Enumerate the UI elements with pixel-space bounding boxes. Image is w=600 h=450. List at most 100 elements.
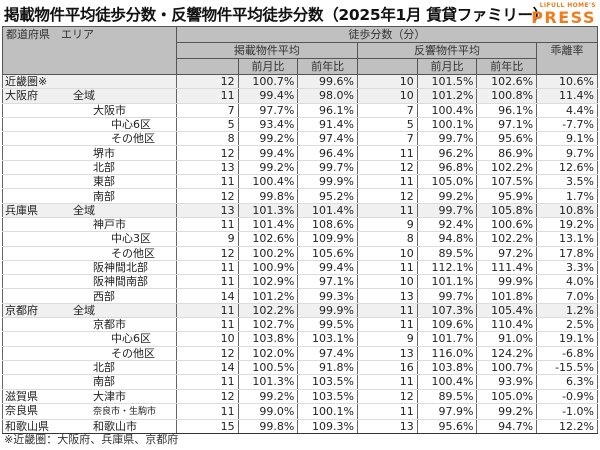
response-mom-cell: 101.5% [416,73,478,90]
header-area: 都道府県 エリア [2,26,177,75]
response-yoy-cell: 102.2% [476,231,538,247]
brand-logo: LIFULL HOME'S PRESS [504,2,596,26]
listing-minutes-cell: 5 [175,117,239,133]
area-cell: 堺市 [2,145,177,161]
listing-yoy-cell: 100.1% [297,402,358,420]
divergence-rate-cell: 12.2% [536,418,598,435]
area-label: 南部 [93,189,115,203]
listing-mom-cell: 99.4% [237,145,299,161]
listing-minutes-cell: 13 [175,202,239,218]
listing-minutes-cell: 11 [175,302,239,319]
prefecture-label: 奈良県 [5,403,38,417]
response-mom-cell: 92.4% [416,217,478,233]
table-row: 阪神間南部 11 102.9% 97.1% 10 101.1% 99.9% 4.0% [2,274,598,290]
prefecture-label: 大阪府 [5,89,38,103]
area-cell: 滋賀県 大津市 [2,388,177,404]
divergence-rate-cell: 10.6% [536,73,598,90]
listing-mom-cell: 102.2% [237,302,299,319]
area-label: 京都市 [93,318,126,332]
response-yoy-cell: 107.5% [476,174,538,190]
response-minutes-cell: 10 [357,88,418,104]
listing-yoy-cell: 103.5% [297,388,358,404]
listing-minutes-cell: 11 [175,174,239,190]
response-minutes-cell: 10 [357,274,418,290]
divergence-rate-cell: 6.3% [536,374,598,390]
response-yoy-cell: 99.2% [476,402,538,420]
table-row: その他区 12 102.0% 97.4% 13 116.0% 124.2% -6.8% [2,346,598,361]
listing-yoy-cell: 91.4% [297,117,358,133]
response-mom-cell: 96.2% [416,145,478,161]
area-cell: 京都府 全域 [2,302,177,319]
listing-mom-cell: 100.2% [237,246,299,261]
listing-yoy-cell: 99.9% [297,174,358,190]
area-cell: 近畿圏※ [2,73,177,90]
response-mom-cell: 107.3% [416,302,478,319]
listing-yoy-cell: 103.1% [297,331,358,347]
response-yoy-cell: 102.6% [476,73,538,90]
listing-mom-cell: 103.8% [237,331,299,347]
listing-minutes-cell: 7 [175,103,239,118]
divergence-rate-cell: 4.4% [536,103,598,118]
divergence-rate-cell: 12.6% [536,160,598,176]
header-divergence: 乖離率 [536,42,598,75]
area-label: 神戸市 [93,218,126,232]
prefecture-label: 和歌山県 [5,419,49,433]
table-row: 阪神間北部 11 100.9% 99.4% 11 112.1% 111.4% 3.3% [2,260,598,276]
response-minutes-cell: 11 [357,174,418,190]
divergence-rate-cell: -6.8% [536,346,598,361]
table-row: 東部 11 100.4% 99.9% 11 105.0% 107.5% 3.5% [2,174,598,190]
table-row: 中心6区 5 93.4% 91.4% 5 100.1% 97.1% -7.7% [2,117,598,133]
table-row: 中心3区 9 102.6% 109.9% 8 94.8% 102.2% 13.1% [2,231,598,247]
area-label: 中心6区 [111,332,151,346]
divergence-rate-cell: 3.3% [536,260,598,276]
response-mom-cell: 109.6% [416,317,478,333]
area-cell: 東部 [2,174,177,190]
area-cell: 中心6区 [2,117,177,133]
listing-minutes-cell: 13 [175,160,239,176]
listing-mom-cell: 100.5% [237,360,299,376]
listing-minutes-cell: 8 [175,131,239,147]
response-yoy-cell: 111.4% [476,260,538,276]
header-listing-yoy: 前年比 [297,58,358,75]
area-cell: 大阪市 [2,103,177,118]
listing-minutes-cell: 11 [175,88,239,104]
response-yoy-cell: 124.2% [476,346,538,361]
response-yoy-cell: 110.4% [476,317,538,333]
table-row: 京都府 全域 11 102.2% 99.9% 11 107.3% 105.4% 1.2% [2,302,598,319]
response-yoy-cell: 91.0% [476,331,538,347]
listing-mom-cell: 102.6% [237,231,299,247]
table-row: 南部 12 99.8% 95.2% 12 99.2% 95.9% 1.7% [2,188,598,204]
area-cell: 神戸市 [2,217,177,233]
listing-minutes-cell: 10 [175,331,239,347]
listing-yoy-cell: 96.1% [297,103,358,118]
response-mom-cell: 96.8% [416,160,478,176]
area-label: 北部 [93,361,115,375]
area-cell: 北部 [2,360,177,376]
listing-yoy-cell: 108.6% [297,217,358,233]
area-label: 和歌山市 [93,419,137,433]
table-row: 奈良県 奈良市・生駒市 11 99.0% 100.1% 11 97.9% 99.2% -1.0% [2,402,598,420]
prefecture-label: 京都府 [5,303,38,317]
listing-mom-cell: 101.3% [237,374,299,390]
prefecture-label: 滋賀県 [5,389,38,403]
listing-mom-cell: 102.0% [237,346,299,361]
response-mom-cell: 99.2% [416,188,478,204]
table-row: 北部 14 100.5% 91.8% 16 103.8% 100.7% -15.5% [2,360,598,376]
area-label: その他区 [111,346,155,360]
response-minutes-cell: 13 [357,346,418,361]
response-minutes-cell: 12 [357,188,418,204]
listing-mom-cell: 99.8% [237,188,299,204]
response-yoy-cell: 93.9% [476,374,538,390]
listing-yoy-cell: 99.6% [297,73,358,90]
listing-minutes-cell: 15 [175,418,239,435]
listing-mom-cell: 93.4% [237,117,299,133]
area-label: 北部 [93,160,115,174]
response-yoy-cell: 100.7% [476,360,538,376]
area-label: その他区 [111,132,155,146]
response-mom-cell: 105.0% [416,174,478,190]
area-cell: 奈良県 奈良市・生駒市 [2,402,177,420]
response-minutes-cell: 7 [357,103,418,118]
table-row: 南部 11 101.3% 103.5% 11 100.4% 93.9% 6.3% [2,374,598,390]
area-cell: 北部 [2,160,177,176]
listing-mom-cell: 101.2% [237,288,299,304]
